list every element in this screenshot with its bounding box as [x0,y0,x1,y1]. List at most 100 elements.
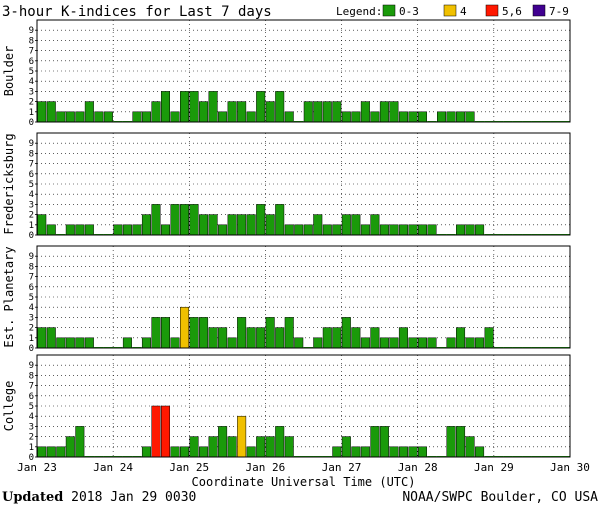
bar-boulder-19 [208,91,218,123]
bar-est-planetary-4 [65,337,75,349]
bar-college-34 [351,446,361,458]
bar-fredericksburg-37 [379,224,389,236]
ytick-college-8: 8 [29,371,34,381]
bar-college-45 [456,426,466,458]
legend-swatch-4 [532,4,546,17]
bar-fredericksburg-28 [294,224,304,236]
ytick-boulder-9: 9 [29,26,34,36]
bar-college-20 [218,426,228,458]
ytick-fredericksburg-4: 4 [29,190,34,200]
bar-fredericksburg-18 [199,214,209,236]
bar-boulder-35 [360,101,370,123]
bar-est-planetary-41 [417,337,427,349]
ytick-fredericksburg-0: 0 [29,231,34,241]
ytick-est-planetary-7: 7 [29,273,34,283]
bar-boulder-29 [303,101,313,123]
bar-college-41 [417,446,427,458]
ytick-est-planetary-1: 1 [29,334,34,344]
bar-fredericksburg-25 [265,214,275,236]
bar-est-planetary-28 [294,337,304,349]
ytick-boulder-0: 0 [29,118,34,128]
bar-college-36 [370,426,380,458]
bar-college-15 [170,446,180,458]
bar-boulder-41 [417,111,427,123]
bar-fredericksburg-16 [180,204,190,236]
legend-swatch-3 [485,4,499,17]
ytick-fredericksburg-6: 6 [29,170,34,180]
k-index-chart: 3-hour K-indices for Last 7 days Legend: 0… [2,4,590,489]
bar-boulder-30 [313,101,323,123]
bar-college-19 [208,436,218,458]
bar-est-planetary-36 [370,327,380,349]
bar-fredericksburg-2 [46,224,56,236]
bar-college-12 [141,446,151,458]
legend-entry-4: 7-9 [549,5,569,18]
bar-college-2 [46,446,56,458]
bar-college-27 [284,436,294,458]
bar-college-21 [227,436,237,458]
bar-est-planetary-3 [56,337,66,349]
bar-boulder-21 [227,101,237,123]
bar-college-24 [256,436,266,458]
ytick-boulder-8: 8 [29,36,34,46]
bar-boulder-14 [160,91,171,123]
bar-fredericksburg-40 [408,224,418,236]
bar-est-planetary-26 [275,327,285,349]
bar-boulder-46 [465,111,475,123]
ytick-est-planetary-2: 2 [29,324,34,334]
bar-boulder-43 [437,111,447,123]
bar-est-planetary-6 [84,337,94,349]
bar-college-37 [379,426,389,458]
bar-fredericksburg-38 [389,224,399,236]
ytick-boulder-5: 5 [29,67,34,77]
bar-est-planetary-47 [475,337,485,349]
xtick-5: Jan 27 [322,461,362,474]
bar-est-planetary-38 [389,337,399,349]
bar-college-23 [246,446,256,458]
bar-est-planetary-12 [141,337,151,349]
ytick-fredericksburg-1: 1 [29,221,34,231]
bar-est-planetary-23 [246,327,256,349]
bar-boulder-37 [379,101,389,123]
ytick-est-planetary-0: 0 [29,344,34,354]
bar-est-planetary-15 [170,337,180,349]
bar-boulder-39 [398,111,408,123]
bar-est-planetary-16 [180,306,190,349]
bar-fredericksburg-35 [360,224,370,236]
bar-boulder-16 [180,91,190,123]
bar-college-14 [160,405,171,458]
bar-boulder-44 [446,111,456,123]
bar-boulder-24 [256,91,266,123]
bar-fredericksburg-32 [332,224,342,236]
ytick-college-9: 9 [29,361,34,371]
bar-est-planetary-17 [189,317,199,349]
bar-college-13 [151,405,161,458]
bar-fredericksburg-4 [65,224,75,236]
bar-boulder-6 [84,101,94,123]
station-label-fredericksburg: Fredericksburg [2,133,16,234]
bar-boulder-38 [389,101,399,123]
bar-est-planetary-13 [151,317,161,349]
legend-entry-2: 4 [460,5,467,18]
ytick-est-planetary-6: 6 [29,283,34,293]
bar-college-22 [237,415,247,458]
bar-est-planetary-46 [465,337,475,349]
bar-boulder-12 [141,111,151,123]
bar-fredericksburg-46 [465,224,475,236]
bar-college-4 [65,436,75,458]
bar-est-planetary-22 [237,317,247,349]
bar-boulder-26 [275,91,285,123]
bar-fredericksburg-36 [370,214,380,236]
bar-est-planetary-2 [46,327,56,349]
bar-college-3 [56,446,66,458]
bar-boulder-4 [65,111,75,123]
bar-boulder-11 [132,111,142,123]
ytick-college-7: 7 [29,382,34,392]
ytick-est-planetary-8: 8 [29,262,34,272]
bar-fredericksburg-41 [417,224,427,236]
bar-fredericksburg-27 [284,224,294,236]
bar-college-17 [189,436,199,458]
bar-fredericksburg-26 [275,204,285,236]
bar-est-planetary-18 [199,317,209,349]
bar-fredericksburg-17 [189,204,199,236]
